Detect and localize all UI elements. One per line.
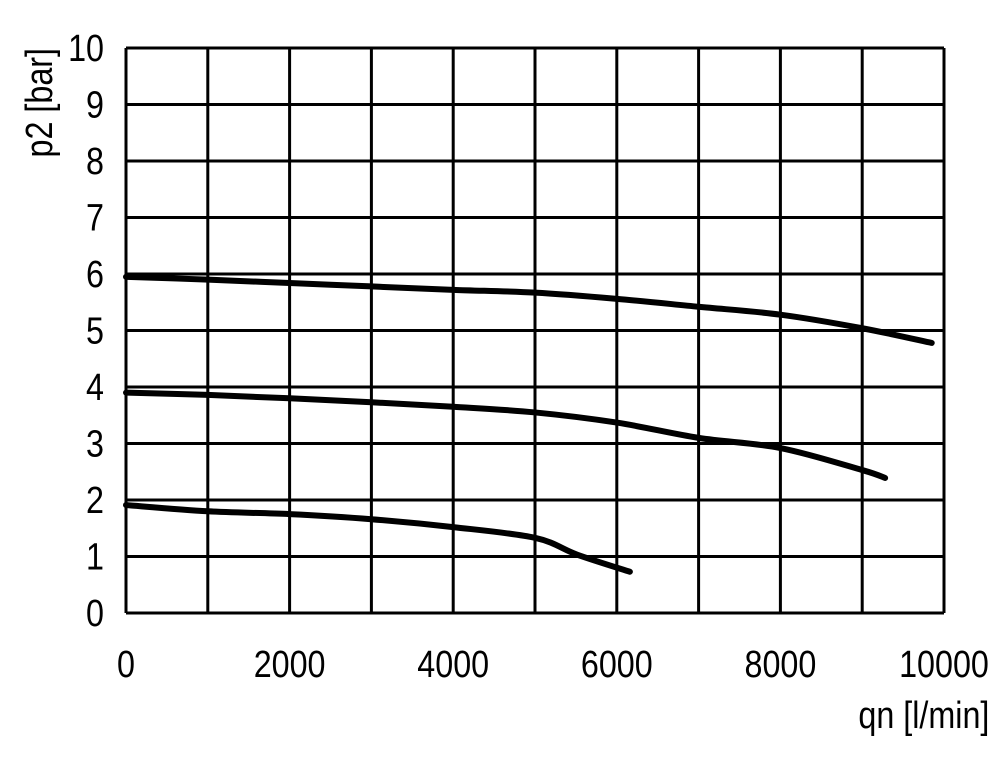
x-tick-label: 0 xyxy=(117,644,135,686)
y-tick-label: 10 xyxy=(68,28,104,70)
y-tick-label: 0 xyxy=(86,593,104,635)
y-tick-label: 4 xyxy=(86,367,104,409)
y-tick-label: 1 xyxy=(86,536,104,578)
tick-labels: 0 2000 4000 6000 8000 10000 0 1 2 3 4 5 6 7 8 9 10 xyxy=(68,28,989,686)
x-tick-label: 10000 xyxy=(899,644,989,686)
y-tick-label: 2 xyxy=(86,480,104,522)
y-tick-label: 3 xyxy=(86,423,104,465)
x-tick-label: 8000 xyxy=(744,644,816,686)
y-tick-label: 9 xyxy=(86,84,104,126)
y-tick-label: 6 xyxy=(86,254,104,296)
x-tick-label: 2000 xyxy=(254,644,326,686)
x-axis-label: qn [l/min] xyxy=(858,695,989,737)
x-tick-label: 6000 xyxy=(581,644,653,686)
series-line-2 xyxy=(123,389,889,481)
x-tick-label: 4000 xyxy=(417,644,489,686)
y-tick-label: 7 xyxy=(86,197,104,239)
y-tick-label: 8 xyxy=(86,141,104,183)
series-group xyxy=(123,273,935,575)
series-line-3 xyxy=(123,502,633,575)
grid xyxy=(124,46,946,615)
series-line-1 xyxy=(123,273,935,346)
y-tick-label: 5 xyxy=(86,310,104,352)
y-axis-label: p2 [bar] xyxy=(19,48,61,157)
